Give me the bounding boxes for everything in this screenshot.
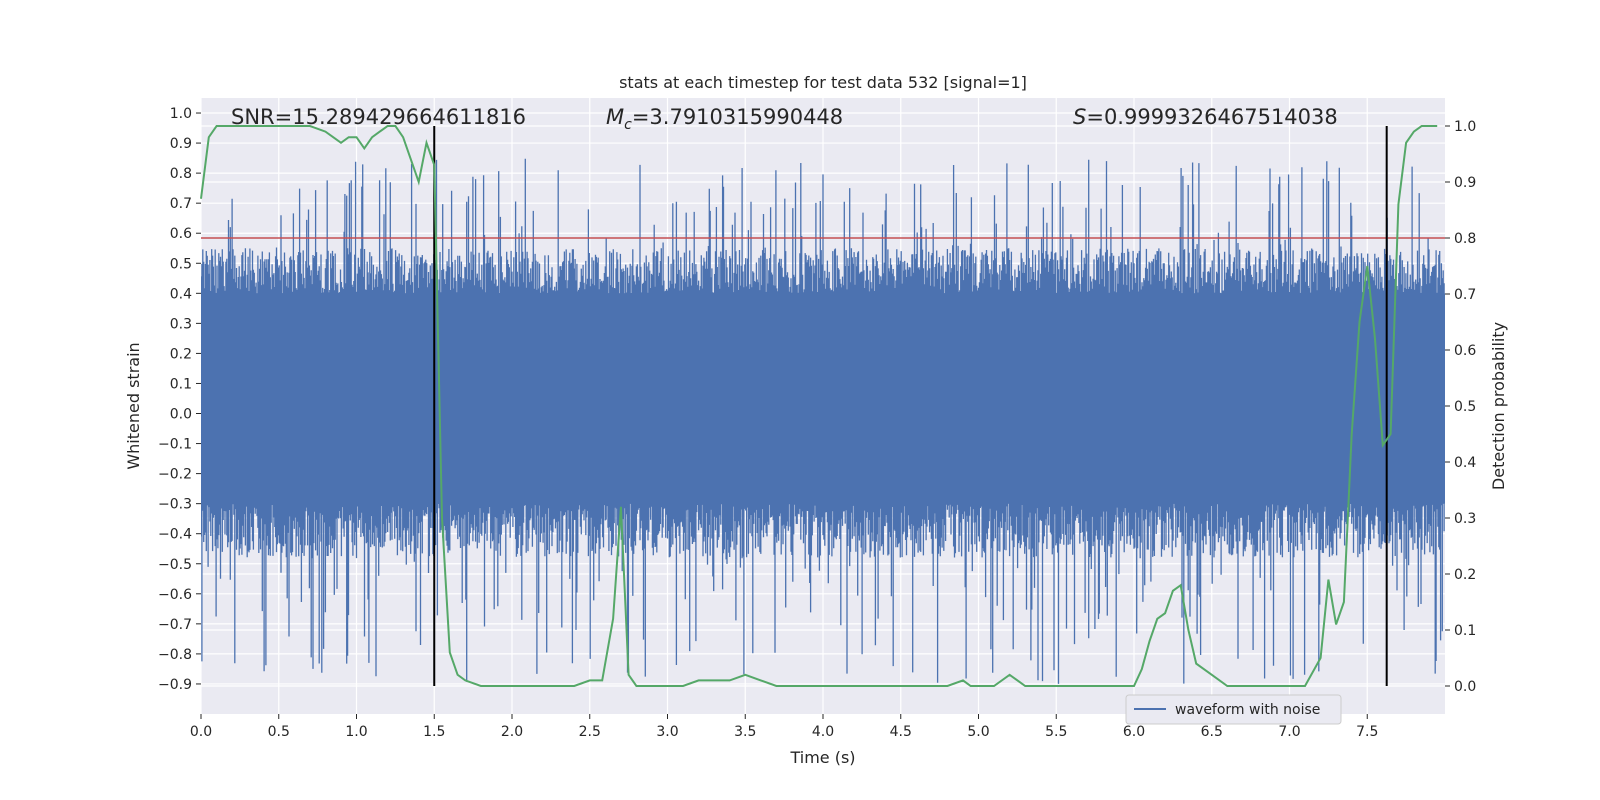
vertical-lines (433, 126, 1388, 686)
legend-box (1125, 694, 1342, 725)
y-tick-label: 0.0 (170, 407, 192, 423)
x-tick-label: 6.5 (1201, 724, 1223, 740)
y-axis-ticks: −0.9 −0.8 −0.7 −0.6 −0.5 −0.4 −0.3 −0.2 −0.1 0.0 0… (158, 106, 201, 693)
s-value: =0.9999326467514038 (1086, 105, 1337, 129)
y-axis-label: Whitened strain (124, 342, 143, 469)
y-tick-label: 0.9 (170, 136, 192, 152)
y-tick-label: 0.8 (170, 166, 192, 182)
y-tick-label: 0.1 (170, 376, 192, 392)
y-tick-label: −0.1 (158, 437, 192, 453)
y-tick-label: −0.3 (158, 497, 192, 513)
y-tick-label: −0.5 (158, 557, 192, 573)
y-tick-label: 1.0 (170, 106, 192, 122)
y2-tick-label: 1.0 (1454, 119, 1476, 135)
x-tick-label: 0.5 (268, 724, 290, 740)
mc-value: =3.7910315990448 (632, 105, 843, 129)
legend-entry-waveform: waveform with noise (1175, 702, 1320, 718)
chart-title: stats at each timestep for test data 532… (619, 73, 1027, 92)
y2-axis-label: Detection probability (1489, 322, 1508, 490)
y-tick-label: −0.8 (158, 647, 192, 663)
waveform-trace (201, 158, 1445, 684)
y2-tick-label: 0.9 (1454, 175, 1476, 191)
y-tick-label: −0.6 (158, 587, 192, 603)
snr-annotation: SNR=15.289429664611816 (231, 105, 526, 129)
y-tick-label: 0.5 (170, 256, 192, 272)
x-tick-label: 3.0 (656, 724, 678, 740)
waveform-layer (201, 158, 1445, 684)
x-tick-label: 2.0 (501, 724, 523, 740)
y2-tick-label: 0.5 (1454, 399, 1476, 415)
x-axis-ticks: 0.0 0.5 1.0 1.5 2.0 2.5 3.0 3.5 4.0 4.5 5.0 5.5 6.0 6… (190, 714, 1378, 740)
x-tick-label: 7.5 (1356, 724, 1378, 740)
y2-tick-label: 0.3 (1454, 511, 1476, 527)
y2-tick-label: 0.6 (1454, 343, 1476, 359)
s-symbol: S (1073, 105, 1086, 129)
mc-symbol: M (606, 105, 624, 129)
x-tick-label: 5.5 (1045, 724, 1067, 740)
s-annotation: S=0.9999326467514038 (1073, 105, 1338, 129)
y2-tick-label: 0.0 (1454, 679, 1476, 695)
legend: waveform with noise (1125, 694, 1342, 725)
x-tick-label: 5.0 (967, 724, 989, 740)
y-tick-label: −0.7 (158, 617, 192, 633)
probability-line (200, 125, 1438, 687)
y-tick-label: −0.4 (158, 527, 192, 543)
x-tick-label: 6.0 (1123, 724, 1145, 740)
y2-tick-label: 0.4 (1454, 455, 1476, 471)
y-tick-label: 0.7 (170, 196, 192, 212)
x-tick-label: 4.0 (812, 724, 834, 740)
y-tick-label: 0.3 (170, 316, 192, 332)
x-tick-label: 2.5 (579, 724, 601, 740)
y-tick-label: 0.6 (170, 226, 192, 242)
y2-tick-label: 0.1 (1454, 623, 1476, 639)
y-tick-label: 0.2 (170, 346, 192, 362)
y2-tick-label: 0.7 (1454, 287, 1476, 303)
x-tick-label: 1.5 (423, 724, 445, 740)
x-axis-label: Time (s) (789, 748, 855, 767)
y2-tick-label: 0.2 (1454, 567, 1476, 583)
y-tick-label: −0.2 (158, 467, 192, 483)
y2-axis-ticks: 0.0 0.1 0.2 0.3 0.4 0.5 0.6 0.7 0.8 0.9 1.0 (1445, 119, 1476, 695)
y-tick-label: −0.9 (158, 677, 192, 693)
waveform-series (201, 158, 1445, 684)
x-tick-label: 7.0 (1278, 724, 1300, 740)
x-tick-label: 1.0 (345, 724, 367, 740)
x-tick-label: 4.5 (890, 724, 912, 740)
y2-tick-label: 0.8 (1454, 231, 1476, 247)
x-tick-label: 0.0 (190, 724, 212, 740)
y-tick-label: 0.4 (170, 286, 192, 302)
x-tick-label: 3.5 (734, 724, 756, 740)
mc-annotation: Mc=3.7910315990448 (606, 105, 843, 133)
mc-subscript: c (624, 117, 632, 133)
